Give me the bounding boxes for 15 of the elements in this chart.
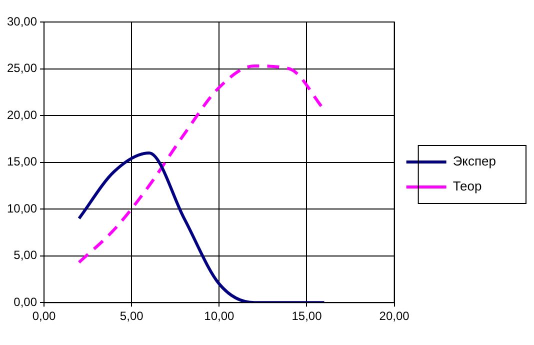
x-tick-label: 10,00 <box>204 309 235 324</box>
x-tick-label: 0,00 <box>32 309 56 324</box>
legend-label: Теор <box>452 178 482 194</box>
legend-label: Экспер <box>452 154 496 169</box>
y-tick-label: 30,00 <box>7 14 38 28</box>
y-tick-label: 15,00 <box>7 154 38 169</box>
y-tick-label: 10,00 <box>7 201 38 216</box>
x-tick-label: 20,00 <box>379 309 410 324</box>
y-tick-label: 20,00 <box>7 108 38 122</box>
y-tick-label: 25,00 <box>7 61 38 76</box>
line-series <box>78 151 326 303</box>
x-tick-label: 5,00 <box>120 309 144 324</box>
x-tick-label: 15,00 <box>292 309 322 324</box>
y-tick-label: 5,00 <box>14 248 38 262</box>
y-tick-label: 0,00 <box>14 294 38 309</box>
